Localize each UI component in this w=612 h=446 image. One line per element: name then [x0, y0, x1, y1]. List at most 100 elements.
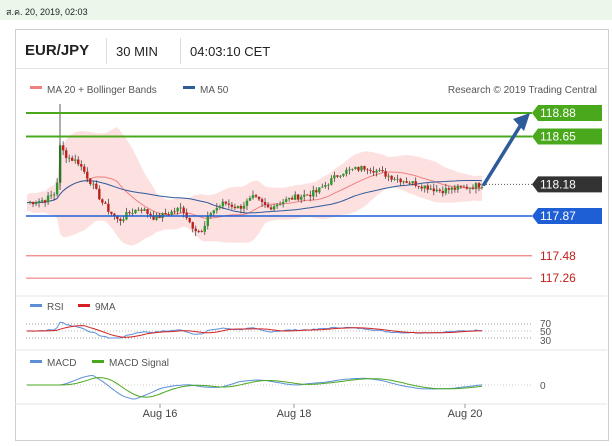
candle-body — [179, 207, 182, 209]
candle-body — [306, 194, 309, 196]
macd-signal-line — [27, 377, 483, 398]
candle-body — [378, 170, 381, 171]
candle-body — [167, 214, 170, 216]
candle-body — [200, 231, 203, 232]
candle-body — [119, 218, 122, 221]
candle-body — [327, 184, 330, 186]
candle-body — [402, 181, 405, 183]
rsi-ma-legend-label: 9MA — [95, 302, 116, 313]
candle-body — [321, 186, 324, 188]
candle-body — [173, 211, 176, 213]
candle-body — [110, 211, 113, 214]
macd-line — [27, 375, 483, 400]
candle-body — [351, 168, 354, 170]
candle-body — [77, 159, 80, 165]
rsi-tick-30: 30 — [540, 336, 552, 347]
candle-body — [447, 188, 451, 190]
candle-body — [417, 185, 420, 187]
candle-body — [209, 213, 213, 216]
candle-body — [206, 215, 209, 226]
candle-body — [104, 202, 107, 204]
candle-body — [348, 169, 351, 171]
candle-body — [287, 197, 291, 200]
candle-body — [64, 150, 68, 159]
candle-body — [420, 186, 423, 189]
candle-body — [315, 190, 318, 193]
candle-body — [70, 157, 74, 161]
candle-body — [396, 178, 399, 180]
candle-body — [67, 157, 71, 159]
candle-body — [248, 197, 252, 201]
candle-body — [480, 187, 484, 188]
candle-body — [381, 170, 384, 172]
candle-body — [215, 208, 219, 211]
candle-body — [459, 185, 463, 187]
candle-body — [46, 195, 50, 203]
candle-body — [182, 207, 185, 213]
candle-body — [236, 205, 240, 209]
candle-body — [40, 200, 44, 202]
rsi-ma-legend-swatch — [78, 304, 90, 307]
candle-body — [191, 222, 194, 229]
candle-body — [149, 213, 152, 216]
candle-body — [89, 178, 92, 185]
rsi-tick-50: 50 — [540, 327, 552, 338]
candle-body — [140, 209, 143, 211]
candle-body — [333, 175, 336, 179]
candle-body — [107, 203, 110, 212]
candle-body — [465, 186, 469, 189]
candle-body — [357, 167, 360, 171]
candle-body — [300, 196, 303, 200]
candle-body — [80, 164, 83, 167]
rsi-tick-70: 70 — [540, 319, 552, 330]
candle-body — [275, 204, 279, 207]
timestamp: ส.ค. 20, 2019, 02:03 — [6, 7, 88, 17]
macd-legend-label: MACD — [47, 358, 76, 369]
level-label-support: 117.26 — [540, 271, 576, 285]
candle-body — [312, 190, 315, 197]
header-separator — [16, 68, 608, 69]
candle-body — [194, 228, 197, 232]
candle-body — [324, 185, 327, 187]
candle-body — [408, 182, 411, 184]
symbol-label: EUR/JPY — [25, 42, 90, 59]
rsi-ma-line — [27, 325, 483, 338]
candle-body — [218, 206, 222, 209]
candle-body — [309, 194, 312, 197]
level-label-resistance: 118.88 — [540, 106, 576, 120]
candle-body — [318, 187, 321, 193]
candle-body — [152, 215, 155, 220]
candle-body — [399, 178, 402, 183]
candle-body — [49, 195, 53, 197]
level-tag-resistance — [532, 105, 602, 121]
candle-body — [263, 202, 267, 205]
candle-body — [98, 188, 101, 200]
header-divider — [106, 38, 107, 64]
candle-body — [272, 206, 276, 210]
candle-body — [116, 216, 119, 219]
candle-body — [438, 189, 442, 191]
candle-body — [37, 201, 41, 203]
top-bar: ส.ค. 20, 2019, 02:03 — [0, 0, 612, 20]
candle-body — [227, 203, 231, 205]
candle-body — [61, 145, 65, 151]
candle-body — [296, 194, 300, 200]
candle-body — [354, 167, 357, 169]
macd-signal-legend-label: MACD Signal — [109, 358, 169, 369]
candle-body — [432, 188, 435, 192]
time-label: 04:03:10 CET — [190, 44, 271, 59]
forecast-arrow-shaft — [482, 121, 524, 187]
candle-body — [284, 199, 288, 203]
candle-body — [197, 231, 200, 232]
candle-body — [233, 206, 237, 209]
candle-body — [131, 213, 134, 214]
candle-body — [239, 205, 243, 209]
candle-body — [336, 175, 339, 177]
candle-body — [212, 210, 216, 214]
candle-body — [128, 212, 131, 214]
level-tag-resistance — [532, 128, 602, 145]
candle-body — [251, 195, 255, 198]
candle-body — [257, 196, 261, 200]
candle-body — [155, 214, 158, 220]
